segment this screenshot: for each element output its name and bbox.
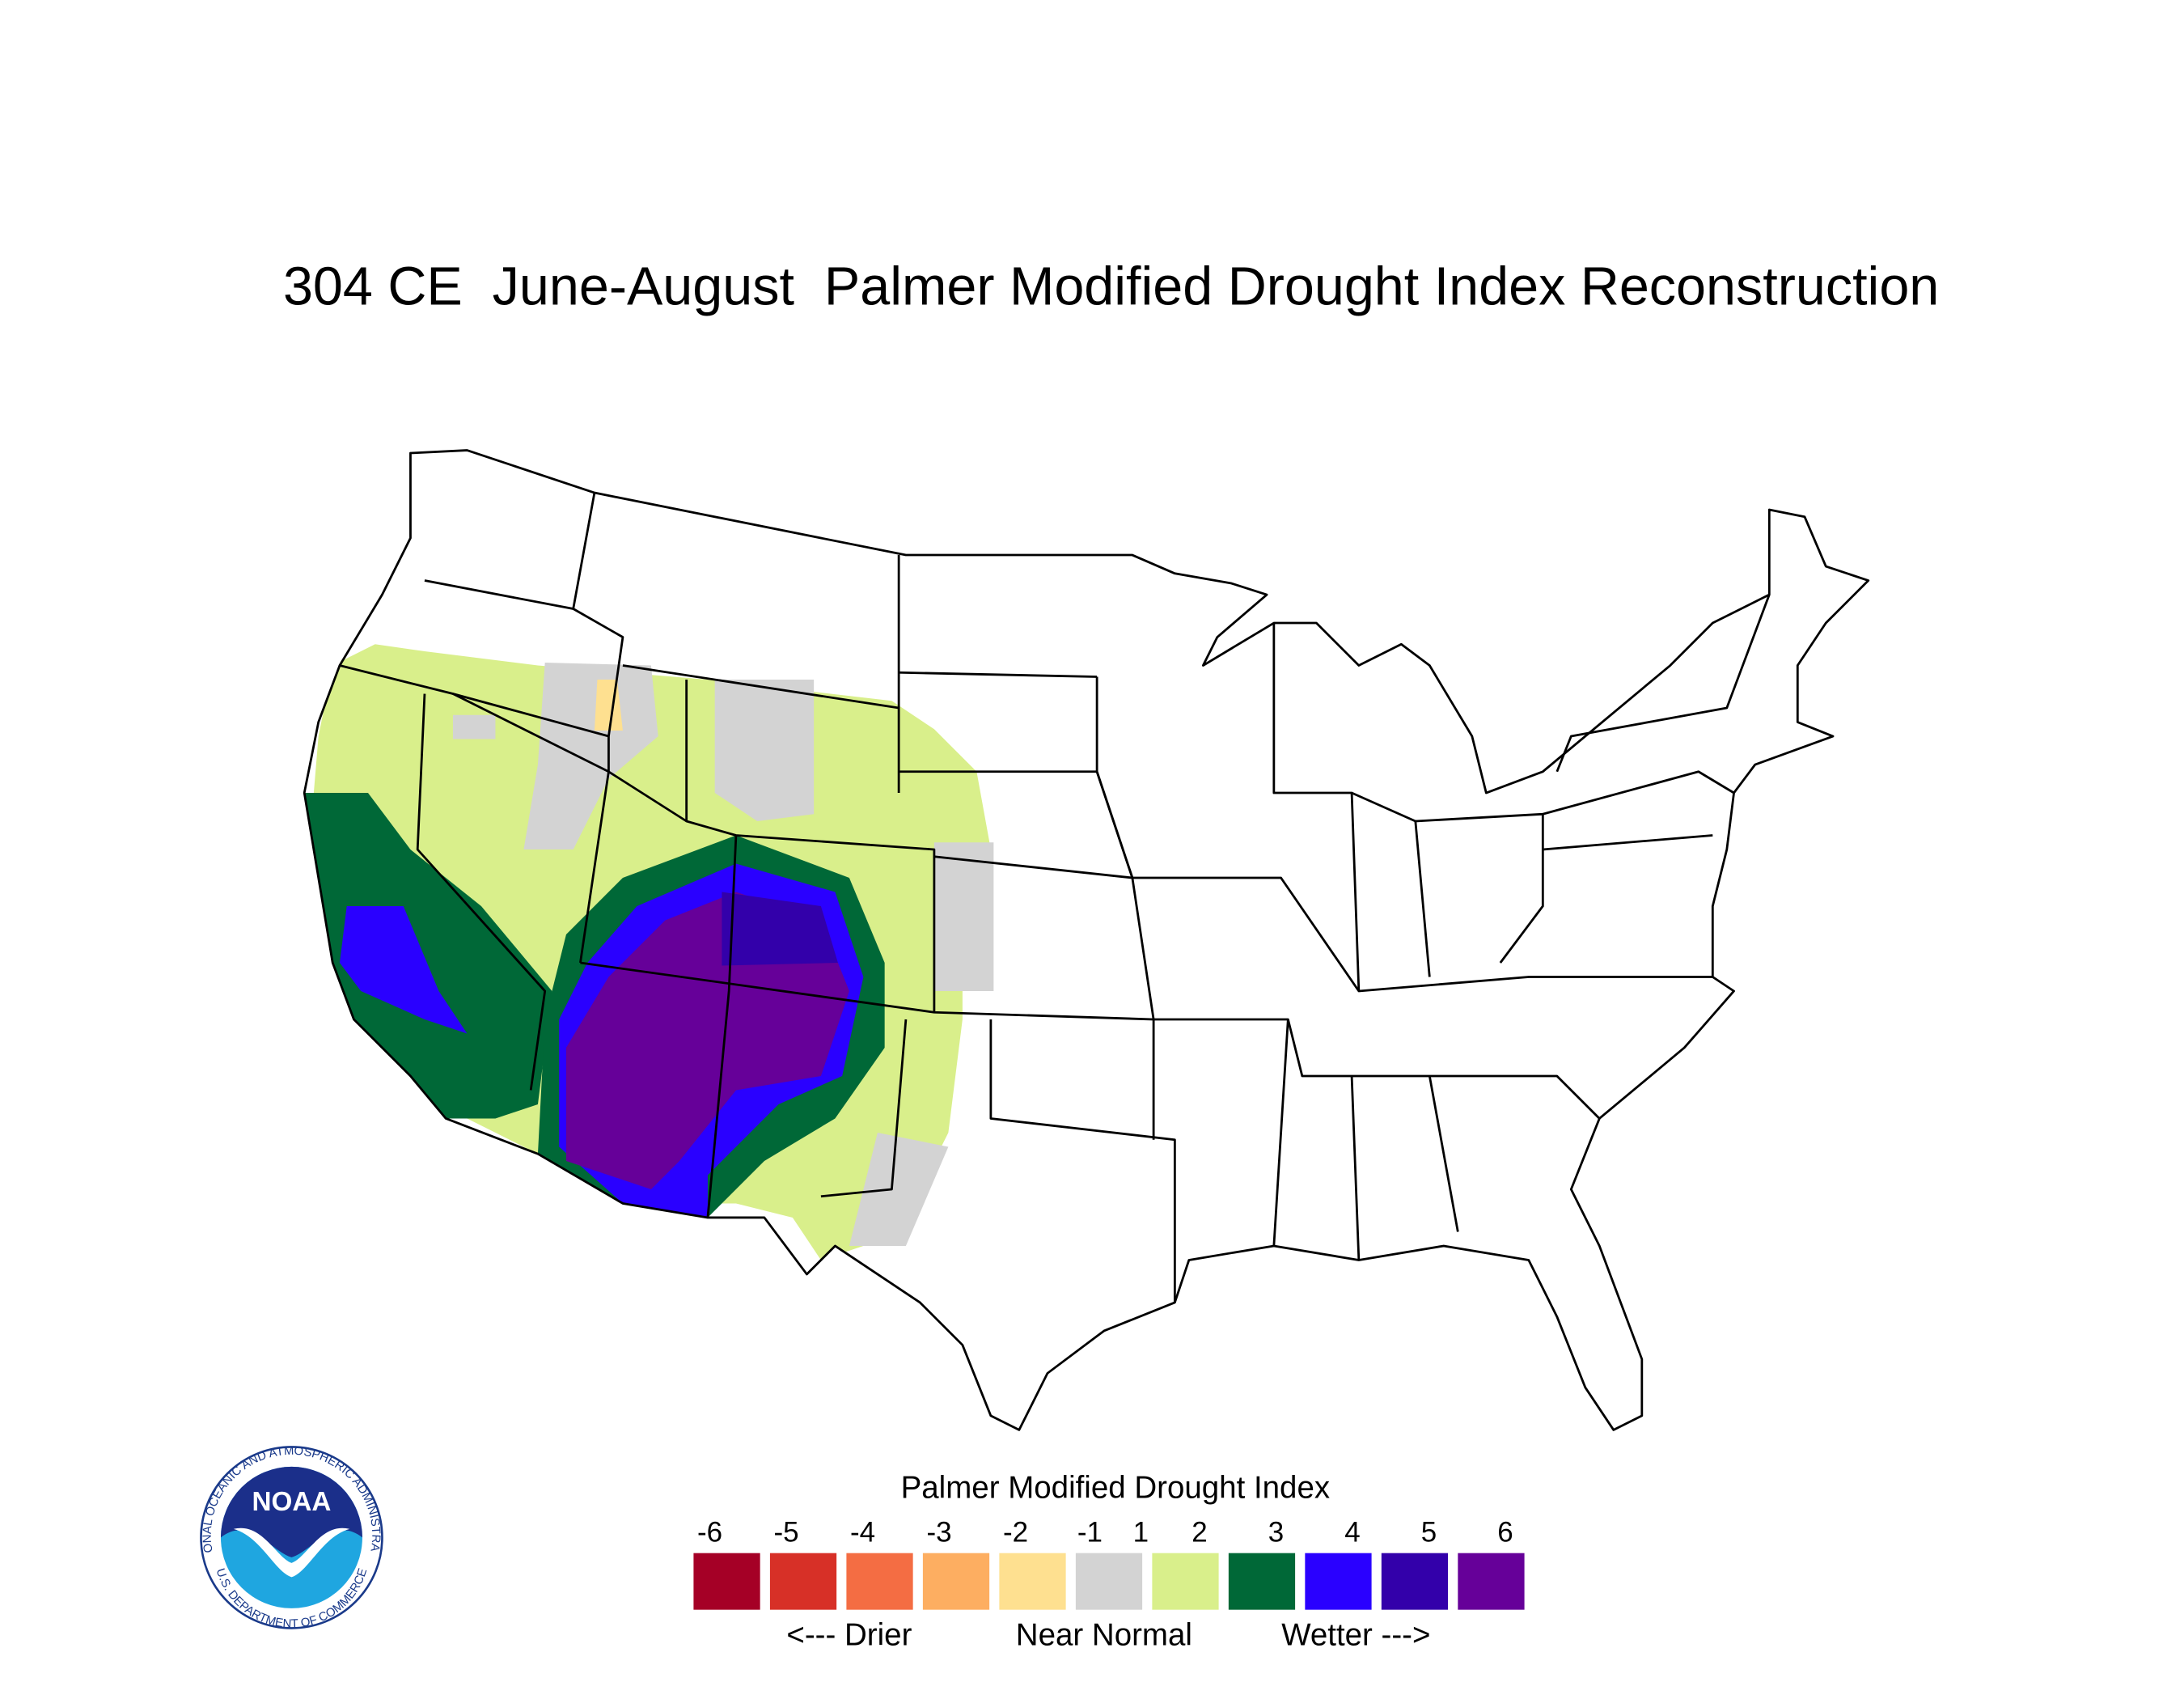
legend-swatch <box>769 1553 837 1610</box>
state-line <box>989 1019 1176 1303</box>
state-line <box>1153 1018 1601 1120</box>
state-line <box>452 693 688 823</box>
state-line <box>1132 876 1713 993</box>
legend: -6 -5 -4 -3 -2 -1 1 2 3 4 5 6 <--- Drier Near Normal W… <box>693 1517 1525 1652</box>
legend-swatch <box>846 1553 913 1610</box>
legend-tick-label: 3 <box>1268 1517 1284 1549</box>
legend-swatch <box>1458 1553 1525 1610</box>
logo-name: NOAA <box>252 1487 332 1517</box>
state-line <box>820 1019 908 1198</box>
legend-tick-label: -3 <box>926 1517 951 1549</box>
region-shading <box>523 663 658 850</box>
state-line <box>1415 812 1544 964</box>
legend-swatch <box>1075 1553 1143 1610</box>
state-line <box>1555 594 1771 773</box>
state-line <box>1542 770 1735 816</box>
legend-tick-label: -1 <box>1077 1517 1103 1549</box>
drought-shading <box>304 644 994 1260</box>
legend-swatch <box>1152 1553 1219 1610</box>
legend-tick-label: 4 <box>1344 1517 1360 1549</box>
legend-swatch <box>922 1553 990 1610</box>
legend-tick-label: -2 <box>1003 1517 1028 1549</box>
legend-tick-label: -4 <box>850 1517 875 1549</box>
state-line <box>416 693 547 1091</box>
region-shading <box>933 842 994 991</box>
legend-tick-label: 5 <box>1421 1517 1437 1549</box>
state-line <box>1543 834 1713 851</box>
state-boundaries <box>303 449 1870 1431</box>
state-line <box>1272 623 1361 992</box>
legend-tick-label: 1 <box>1133 1517 1149 1549</box>
legend-swatch <box>1228 1553 1296 1610</box>
state-line <box>1272 1019 1289 1247</box>
state-line <box>706 835 738 1218</box>
logo-bird <box>233 1527 350 1578</box>
title: 304 CE June-August Palmer Modified Droug… <box>283 256 1939 316</box>
state-line <box>622 664 899 710</box>
legend-swatch <box>693 1553 760 1610</box>
region-shading <box>714 680 815 822</box>
state-line <box>424 579 574 610</box>
legend-tick-label: 6 <box>1497 1517 1513 1549</box>
region-shading <box>565 892 849 1189</box>
legend-title: Palmer Modified Drought Index <box>901 1470 1331 1505</box>
legend-swatch <box>1305 1553 1372 1610</box>
state-line <box>1350 1075 1361 1260</box>
region-shading <box>304 793 552 1119</box>
legend-tick-label: 2 <box>1191 1517 1207 1549</box>
region-shading <box>339 905 468 1034</box>
region-shading <box>849 1132 949 1246</box>
region-shading <box>722 892 838 966</box>
legend-tick-label: -6 <box>697 1517 722 1549</box>
legend-swatch <box>999 1553 1066 1610</box>
state-line <box>899 671 1098 678</box>
legend-swatch <box>1381 1553 1449 1610</box>
legend-label: <--- Drier <box>786 1617 912 1652</box>
legend-label: Wetter ---> <box>1281 1617 1430 1652</box>
state-line <box>572 492 624 964</box>
state-line <box>580 961 1154 1021</box>
state-line <box>1428 1075 1459 1232</box>
region-shading <box>452 714 496 739</box>
legend-label: Near Normal <box>1016 1617 1192 1652</box>
legend-tick-label: -5 <box>773 1517 798 1549</box>
